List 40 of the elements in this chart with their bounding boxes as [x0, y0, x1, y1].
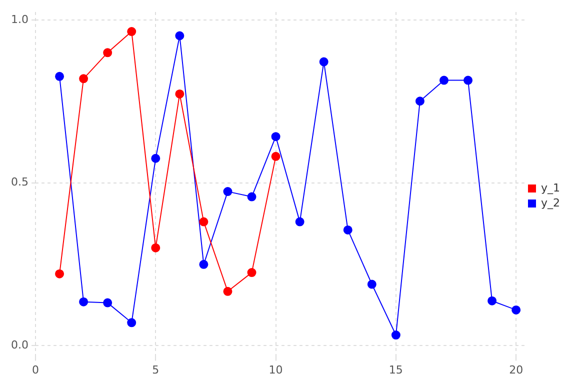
point — [464, 76, 473, 85]
point — [391, 330, 400, 340]
x-tick-label: 20 — [509, 363, 524, 376]
legend-label: y_1 — [540, 181, 560, 194]
point — [295, 217, 304, 226]
point — [223, 187, 232, 196]
x-tick-label: 5 — [152, 363, 160, 376]
y-tick-label: 0.0 — [10, 338, 28, 352]
point — [103, 48, 112, 58]
point — [103, 298, 112, 308]
point — [367, 280, 376, 289]
point — [55, 72, 64, 81]
point — [55, 269, 64, 278]
point — [247, 268, 256, 278]
point — [319, 57, 328, 66]
x-tick-label: 15 — [388, 363, 403, 376]
legend-label: y_2 — [540, 196, 560, 210]
point — [127, 27, 136, 36]
point — [175, 89, 184, 98]
point — [79, 297, 88, 306]
y-tick-label: 1.0 — [10, 12, 28, 26]
point — [488, 296, 497, 306]
point — [415, 96, 424, 106]
point — [199, 260, 208, 269]
point — [343, 225, 352, 234]
point — [199, 217, 208, 226]
point — [79, 74, 88, 84]
point — [271, 132, 280, 142]
point — [151, 243, 160, 252]
point — [512, 305, 521, 314]
point — [151, 154, 160, 163]
point — [127, 318, 136, 328]
point — [223, 286, 232, 296]
point — [247, 192, 256, 202]
point — [439, 76, 448, 85]
x-tick-label: 0 — [32, 363, 39, 376]
x-tick-label: 10 — [268, 363, 283, 376]
point — [175, 31, 184, 40]
point — [271, 152, 280, 161]
y-tick-label: 0.5 — [10, 176, 28, 189]
